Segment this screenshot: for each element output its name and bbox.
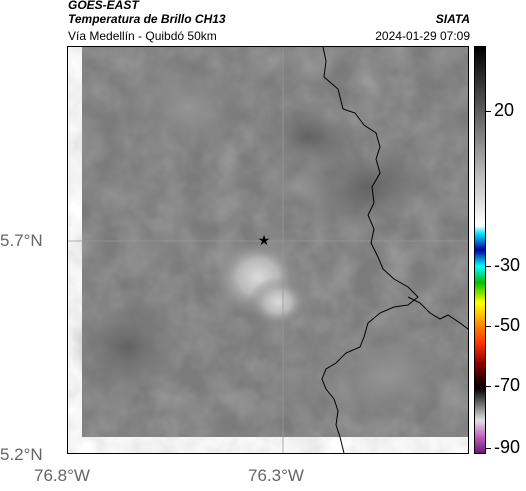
latitude-label-1: 5.7°N <box>0 231 43 250</box>
colorbar-label: -70 <box>494 375 521 395</box>
colorbar-label: 20 <box>494 100 515 120</box>
colorbar-label: -90 <box>494 437 521 457</box>
colorbar-tick <box>486 326 491 327</box>
product-title: Temperatura de Brillo CH13 <box>68 12 226 26</box>
star-icon: ★ <box>258 233 271 249</box>
satellite-title: GOES-EAST <box>68 0 139 12</box>
map-panel: ★ <box>67 46 469 454</box>
colorbar <box>474 46 486 454</box>
latitude-label-2: 5.2°N <box>0 445 43 464</box>
agency-label: SIATA <box>435 12 470 26</box>
brightness-temperature-map: ★ <box>68 47 468 453</box>
colorbar-tick <box>486 386 491 387</box>
region-subtitle: Vía Medellín - Quibdó 50km <box>68 29 217 43</box>
longitude-label-2: 76.3°W <box>248 466 304 485</box>
colorbar-tick <box>486 448 491 449</box>
colorbar-label: -30 <box>494 255 521 275</box>
colorbar-tick <box>486 111 491 112</box>
colorbar-tick <box>486 266 491 267</box>
country-border <box>321 47 419 453</box>
datetime-label: 2024-01-29 07:09 <box>375 29 470 43</box>
colorbar-label: -50 <box>494 315 521 335</box>
department-border <box>407 296 468 330</box>
longitude-label-1: 76.8°W <box>34 466 90 485</box>
